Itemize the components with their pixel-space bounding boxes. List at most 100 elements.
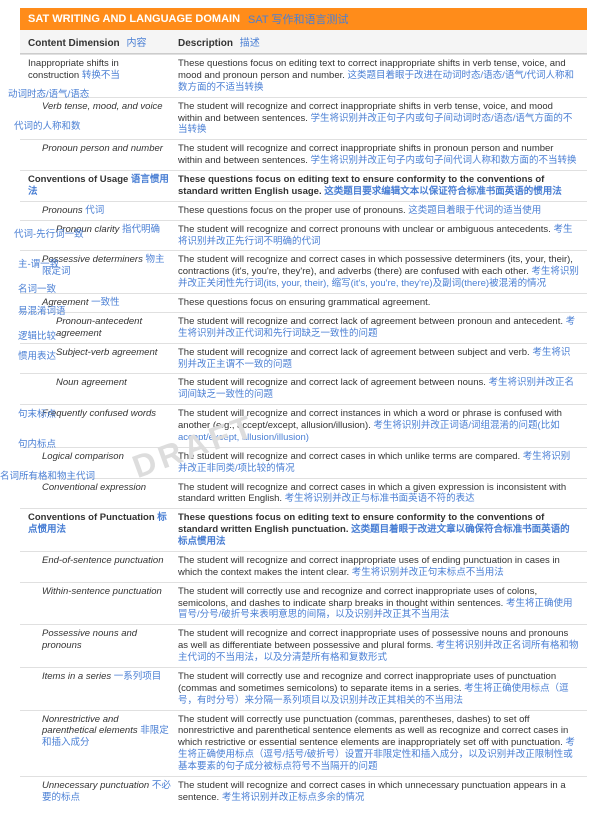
table-row: Pronoun clarity 指代明确The student will rec… bbox=[20, 220, 587, 251]
row-label: Conventions of Punctuation 标点惯用法 bbox=[28, 512, 178, 548]
row-desc: These questions focus on the proper use … bbox=[178, 205, 579, 217]
row-desc-cn: 这类题目着眼于改进文章以确保符合标准书面英语的标点惯用法 bbox=[178, 524, 570, 547]
row-label: Within-sentence punctuation bbox=[28, 586, 178, 622]
row-desc-cn: 考生将正确使用冒号/分号/破折号来表明意思的间隔，以及识别并改正其不当用法 bbox=[178, 598, 572, 621]
row-desc-cn: 考生将正确使用标点（逗号/括号/破折号）设置开非限定性和插入成分，以及识别并改正… bbox=[178, 737, 575, 772]
row-desc-cn: 考生将识别并改正先行词不明确的代词 bbox=[178, 224, 572, 247]
table-row: Frequently confused wordsThe student wil… bbox=[20, 404, 587, 447]
row-desc: The student will correctly use and recog… bbox=[178, 671, 579, 707]
table-row: Inappropriate shifts in construction 转换不… bbox=[20, 54, 587, 97]
side-label: 代词-先行词一致 bbox=[14, 226, 84, 240]
column-header: Content Dimension 内容 Description 描述 bbox=[20, 30, 587, 54]
row-label: Noun agreement bbox=[28, 377, 178, 401]
row-label: Conventions of Usage 语言惯用法 bbox=[28, 174, 178, 198]
row-label-cn: 非限定和插入成分 bbox=[42, 725, 169, 748]
row-desc: The student will recognize and correct c… bbox=[178, 451, 579, 475]
side-label: 动词时态/语气/语态 bbox=[8, 86, 89, 100]
row-label: End-of-sentence punctuation bbox=[28, 555, 178, 579]
row-desc: The student will recognize and correct i… bbox=[178, 555, 579, 579]
row-label-cn: 一致性 bbox=[88, 297, 119, 308]
page-wrap: DRAFT SAT WRITING AND LANGUAGE DOMAIN SA… bbox=[20, 8, 587, 807]
side-label: 惯用表达 bbox=[18, 348, 56, 362]
col2-label: Description bbox=[178, 38, 233, 49]
col2-label-cn: 描述 bbox=[240, 38, 260, 49]
row-desc-cn: 考生将识别并改正主谓不一致的问题 bbox=[178, 347, 570, 370]
row-desc: The student will recognize and correct l… bbox=[178, 347, 579, 371]
table-row: End-of-sentence punctuationThe student w… bbox=[20, 551, 587, 582]
col1-label-cn: 内容 bbox=[126, 38, 146, 49]
row-desc-cn: 学生将识别并改正句子内或句子间代词人称和数方面的不当转换 bbox=[308, 155, 577, 166]
row-desc-cn: 考生将识别并改正词语/词组混淆的问题(比如 accept/except, all… bbox=[178, 420, 560, 443]
domain-header: SAT WRITING AND LANGUAGE DOMAIN SAT 写作和语… bbox=[20, 8, 587, 30]
row-desc: The student will recognize and correct i… bbox=[178, 628, 579, 664]
table-row: Noun agreementThe student will recognize… bbox=[20, 373, 587, 404]
row-desc: The student will recognize and correct c… bbox=[178, 780, 579, 804]
table-row: Pronoun-antecedent agreementThe student … bbox=[20, 312, 587, 343]
row-desc: The student will correctly use and recog… bbox=[178, 586, 579, 622]
table-row: Possessive nouns and pronounsThe student… bbox=[20, 624, 587, 667]
row-desc-cn: 考生将识别并改正名词间缺乏一致性的问题 bbox=[178, 377, 574, 400]
row-desc-cn: 考生将识别并改正与标准书面英语不符的表达 bbox=[282, 493, 475, 504]
row-label-cn: 一系列项目 bbox=[111, 671, 161, 682]
side-label: 名词一致 bbox=[18, 281, 56, 295]
row-label: Nonrestrictive and parenthetical element… bbox=[28, 714, 178, 773]
table-row: Verb tense, mood, and voiceThe student w… bbox=[20, 97, 587, 140]
row-label-cn: 语言惯用法 bbox=[28, 174, 169, 197]
table-row: Subject-verb agreementThe student will r… bbox=[20, 343, 587, 374]
table-row: Pronouns 代词These questions focus on the … bbox=[20, 201, 587, 220]
row-desc-cn: 这类题目着眼于代词的适当使用 bbox=[406, 205, 542, 216]
row-desc-cn: 这类题目着眼于改进在动词时态/语态/语气/代词人称和数方面的不适当转换 bbox=[178, 70, 574, 93]
table-row: Conventional expressionThe student will … bbox=[20, 478, 587, 509]
table-row: Conventions of Usage 语言惯用法These question… bbox=[20, 170, 587, 201]
row-desc-cn: 考生将正确使用标点（逗号，有时分号）来分隔一系列项目以及识别并改正其相关的不当用… bbox=[178, 683, 569, 706]
table-row: Agreement 一致性These questions focus on en… bbox=[20, 293, 587, 312]
side-label: 代词的人称和数 bbox=[14, 118, 81, 132]
table-body: Inappropriate shifts in construction 转换不… bbox=[20, 54, 587, 807]
side-label: 主-谓一致 bbox=[18, 256, 59, 270]
table-row: Items in a series 一系列项目The student will … bbox=[20, 667, 587, 710]
row-label: Items in a series 一系列项目 bbox=[28, 671, 178, 707]
row-label-cn: 标点惯用法 bbox=[28, 512, 167, 535]
row-desc-cn: 考生将识别并改正标点多余的情况 bbox=[219, 792, 364, 803]
header-title-cn: SAT 写作和语言测试 bbox=[248, 11, 348, 27]
table-row: Conventions of Punctuation 标点惯用法These qu… bbox=[20, 508, 587, 551]
row-desc-cn: 考生将识别并改正句末标点不当用法 bbox=[349, 567, 504, 578]
table-row: Logical comparisonThe student will recog… bbox=[20, 447, 587, 478]
row-desc: The student will recognize and correct c… bbox=[178, 482, 579, 506]
header-title: SAT WRITING AND LANGUAGE DOMAIN bbox=[28, 13, 240, 25]
row-label: Conventional expression bbox=[28, 482, 178, 506]
row-desc-cn: 学生将识别并改正句子内或句子间动词时态/语态/语气方面的不当转换 bbox=[178, 113, 572, 136]
row-desc-cn: 这类题目要求编辑文本以保证符合标准书面英语的惯用法 bbox=[322, 186, 562, 197]
table-row: Pronoun person and numberThe student wil… bbox=[20, 139, 587, 170]
row-desc: The student will recognize and correct l… bbox=[178, 316, 579, 340]
row-desc: The student will recognize and correct i… bbox=[178, 143, 579, 167]
row-desc-cn: 考生将识别并改正代词和先行词缺乏一致性的问题 bbox=[178, 316, 575, 339]
row-desc: The student will recognize and correct i… bbox=[178, 101, 579, 137]
side-label: 逻辑比较 bbox=[18, 328, 56, 342]
row-label: Pronouns 代词 bbox=[28, 205, 178, 217]
row-label-cn: 物主限定词 bbox=[42, 254, 165, 277]
side-label: 句内标点 bbox=[18, 436, 56, 450]
table-row: Possessive determiners 物主限定词The student … bbox=[20, 250, 587, 293]
table-row: Nonrestrictive and parenthetical element… bbox=[20, 710, 587, 776]
side-label: 句末标点 bbox=[18, 406, 56, 420]
table-row: Unnecessary punctuation 不必要的标点The studen… bbox=[20, 776, 587, 807]
row-label: Unnecessary punctuation 不必要的标点 bbox=[28, 780, 178, 804]
row-desc: These questions focus on ensuring gramma… bbox=[178, 297, 579, 309]
row-desc: The student will correctly use punctuati… bbox=[178, 714, 579, 773]
row-desc-cn: 考生将识别并改正名词所有格和物主代词的不当用法，以及分清楚所有格和复数形式 bbox=[178, 640, 579, 663]
row-label-cn: 转换不当 bbox=[79, 70, 120, 81]
row-desc: The student will recognize and correct p… bbox=[178, 224, 579, 248]
col1-label: Content Dimension bbox=[28, 38, 120, 49]
row-desc: These questions focus on editing text to… bbox=[178, 58, 579, 94]
row-desc: The student will recognize and correct i… bbox=[178, 408, 579, 444]
row-label-cn: 指代明确 bbox=[119, 224, 160, 235]
side-label: 易混淆词语 bbox=[18, 303, 66, 317]
row-desc: The student will recognize and correct l… bbox=[178, 377, 579, 401]
row-desc: These questions focus on editing text to… bbox=[178, 512, 579, 548]
row-label-cn: 代词 bbox=[83, 205, 105, 216]
row-label: Possessive nouns and pronouns bbox=[28, 628, 178, 664]
row-label-cn: 不必要的标点 bbox=[42, 780, 171, 803]
side-label: 名词所有格和物主代词 bbox=[0, 468, 95, 482]
row-desc-cn: 考生将识别并改正非同类/项比较的情况 bbox=[178, 451, 570, 474]
